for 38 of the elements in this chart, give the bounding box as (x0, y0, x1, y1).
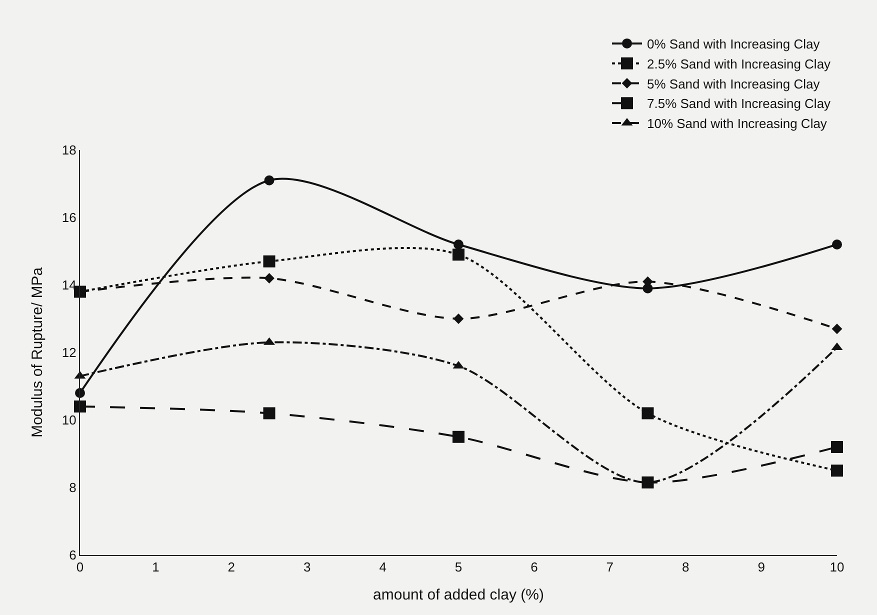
legend-label: 5% Sand with Increasing Clay (647, 76, 820, 92)
point (74, 400, 86, 412)
x-tick-label: 9 (758, 560, 765, 575)
legend-label: 2.5% Sand with Increasing Clay (647, 56, 832, 72)
y-tick-label: 8 (69, 480, 76, 496)
x-tick-label: 4 (379, 560, 386, 575)
x-tick-label: 8 (682, 560, 690, 575)
x-tick-label: 7 (606, 560, 614, 575)
point (454, 240, 464, 250)
point (264, 175, 274, 186)
y-tick-label: 10 (62, 412, 76, 428)
x-tick-label: 6 (530, 560, 538, 575)
x-tick-label: 10 (830, 560, 844, 575)
x-tick-label: 0 (76, 560, 84, 575)
x-tick-label: 3 (303, 560, 311, 575)
y-tick-label: 12 (62, 345, 76, 360)
point (642, 407, 654, 420)
point (832, 324, 842, 334)
point (831, 464, 843, 477)
y-tick-label: 6 (69, 548, 76, 563)
point (263, 407, 276, 420)
point (831, 441, 843, 453)
legend-label: 10% Sand with Increasing Clay (647, 116, 828, 132)
legend-label: 7.5% Sand with Increasing Clay (647, 96, 832, 112)
point (453, 314, 464, 324)
y-tick-label: 16 (62, 210, 76, 226)
point (452, 248, 464, 261)
x-tick-label: 5 (454, 560, 462, 575)
point (264, 273, 274, 284)
point (263, 255, 276, 268)
legend-label: 0% Sand with Increasing Clay (647, 36, 820, 52)
y-tick-label: 18 (62, 142, 76, 158)
y-axis-title: Modulus of Rupture/ MPa (29, 266, 46, 438)
x-axis-title: amount of added clay (%) (373, 586, 544, 604)
point (832, 240, 842, 250)
x-tick-label: 2 (228, 560, 236, 575)
x-tick-label: 1 (152, 560, 160, 575)
point (452, 430, 464, 443)
